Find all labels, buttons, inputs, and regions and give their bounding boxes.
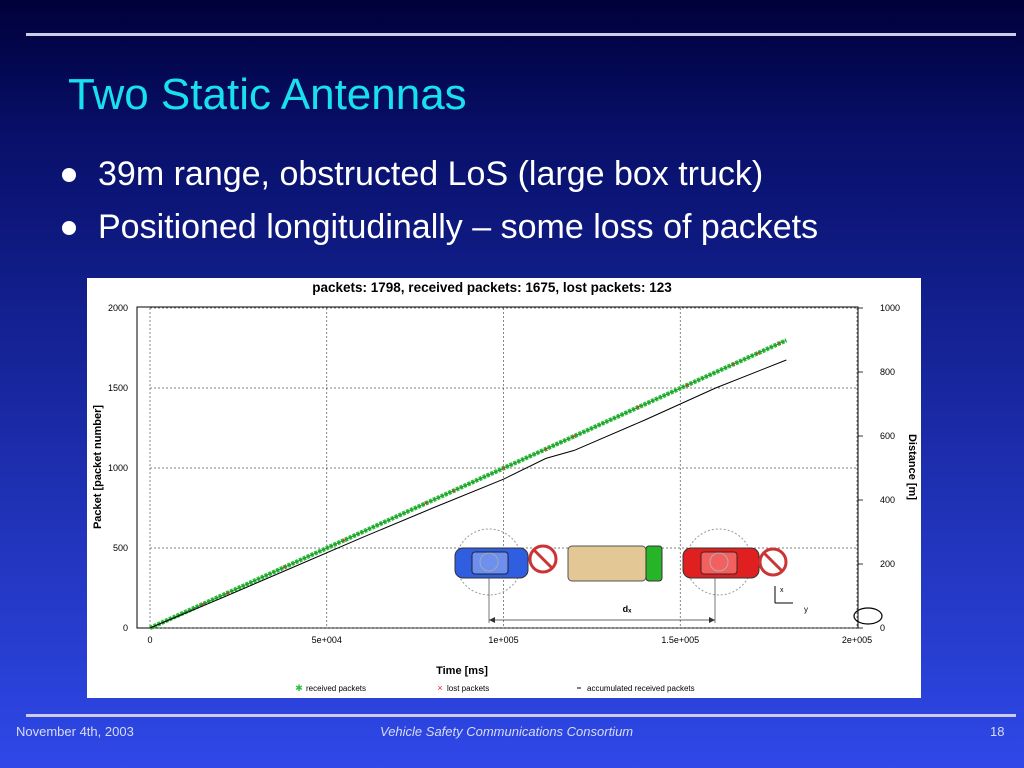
lost-packet-marker: × [544,445,549,454]
no-entry-icon [528,544,558,574]
bullet-text: Positioned longitudinally – some loss of… [98,208,819,246]
lost-packet-marker: × [342,536,347,545]
legend-received-marker: ✱ [295,683,303,693]
lost-packet-marker: × [501,464,506,473]
y2-tick-label: 1000 [880,303,900,313]
x-axis-label: Time [ms] [436,665,488,677]
legend: ✱ received packets × lost packets accumu… [295,683,694,693]
bullet-item: 39m range, obstructed LoS (large box tru… [62,155,763,194]
y2-tick-label: 600 [880,431,895,441]
lost-packet-marker: × [756,349,761,358]
lost-packet-marker: × [635,403,640,412]
y2-tick-label: 0 [880,623,885,633]
lost-packet-marker: × [685,381,690,390]
legend-lost-marker: × [437,683,442,693]
box-truck-icon [567,545,663,582]
y2-axis-label: Distance [m] [906,434,918,500]
x-tick-label: 1.5e+005 [661,635,699,645]
footer-date: November 4th, 2003 [16,724,134,739]
legend-accumulated-label: accumulated received packets [587,684,695,693]
lost-packet-marker: × [225,589,230,598]
y2-tick-label: 200 [880,559,895,569]
series-group: × × × × × × × × × × × × × × [149,338,788,631]
bullet-item: Positioned longitudinally – some loss of… [62,208,818,247]
chart: packets: 1798, received packets: 1675, l… [92,280,918,693]
distance-label: dₓ [623,604,632,614]
chart-title: packets: 1798, received packets: 1675, l… [312,280,672,295]
no-entry-icon [758,547,788,577]
axis-x-label: x [780,587,784,594]
axis-y-label: y [804,605,808,614]
y-tick-label: 1000 [108,463,128,473]
y2-tick-label: 800 [880,367,895,377]
tick-labels: 0 5e+004 1e+005 1.5e+005 2e+005 0 500 1000 1500 2… [108,303,900,645]
footer-org: Vehicle Safety Communications Consortium [380,724,634,739]
x-tick-label: 2e+005 [842,635,872,645]
origin-marker [853,607,883,625]
lost-packet-marker: × [777,339,782,348]
axis-indicator-icon: x y [774,586,808,614]
plot-frame [136,306,859,629]
blue-car-icon [454,528,529,596]
legend-received-label: received packets [306,684,366,693]
slide-title: Two Static Antennas [68,70,467,119]
lost-packet-marker: × [572,432,577,441]
series-accumulated-received-packets [149,359,787,629]
bullet-dot-icon [62,167,76,182]
bottom-rule [26,714,1016,717]
x-tick-label: 1e+005 [488,635,518,645]
y-tick-label: 2000 [108,303,128,313]
y-axis-label: Packet [packet number] [92,405,104,529]
lost-packet-marker: × [423,499,428,508]
lost-packet-marker: × [731,360,736,369]
y-tick-label: 0 [123,623,128,633]
bullet-dot-icon [62,220,76,235]
y-tick-label: 1500 [108,383,128,393]
y2-tick-label: 400 [880,495,895,505]
distance-marker: dₓ [488,578,716,623]
bullet-text: 39m range, obstructed LoS (large box tru… [98,155,764,193]
x-tick-label: 5e+004 [312,635,342,645]
footer-page-number: 18 [990,724,1005,739]
scenario-diagram: dₓ x y [454,528,883,625]
lost-packet-marker: × [282,563,287,572]
y-tick-label: 500 [113,543,128,553]
x-tick-label: 0 [147,635,152,645]
legend-lost-label: lost packets [447,684,489,693]
top-rule [26,33,1016,36]
red-car-icon [682,528,760,596]
chart-panel: packets: 1798, received packets: 1675, l… [87,278,921,698]
lost-packet-marker: × [201,600,206,609]
series-received-packets-core [149,339,787,629]
lost-packet-marker: × [452,486,457,495]
